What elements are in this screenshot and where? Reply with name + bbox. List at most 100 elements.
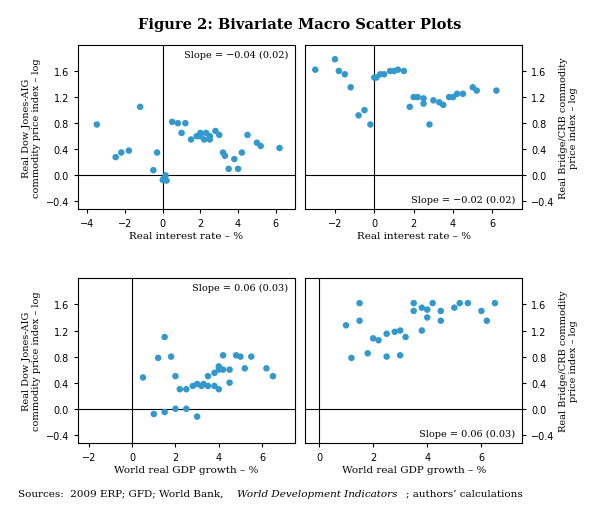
Point <box>181 120 190 128</box>
Point <box>201 130 211 138</box>
Point <box>448 94 458 102</box>
Point <box>218 366 228 374</box>
Point <box>196 133 205 141</box>
X-axis label: World real GDP growth – %: World real GDP growth – % <box>114 465 259 473</box>
Point <box>233 165 243 174</box>
Point <box>199 136 209 144</box>
Point <box>159 175 169 183</box>
Text: ; authors’ calculations: ; authors’ calculations <box>406 489 523 498</box>
Point <box>346 84 356 92</box>
Point <box>240 364 250 373</box>
Point <box>220 152 230 160</box>
Point <box>196 130 205 138</box>
Point <box>209 382 219 390</box>
Text: Slope = −0.04 (0.02): Slope = −0.04 (0.02) <box>184 51 288 60</box>
Y-axis label: Real Dow Jones-AIG
commodity price index – log: Real Dow Jones-AIG commodity price index… <box>22 58 41 197</box>
Point <box>376 71 385 79</box>
Point <box>232 352 241 360</box>
Point <box>214 362 224 371</box>
Point <box>225 379 235 387</box>
X-axis label: World real GDP growth – %: World real GDP growth – % <box>341 465 486 473</box>
Point <box>419 95 428 103</box>
Point <box>237 149 247 157</box>
Point <box>340 71 350 79</box>
Point <box>186 136 196 144</box>
Point <box>225 366 235 374</box>
Point <box>236 353 245 361</box>
Point <box>341 322 351 330</box>
Point <box>395 352 405 360</box>
Y-axis label: Real Bridge/CRB commodity
price index – log: Real Bridge/CRB commodity price index – … <box>559 57 578 199</box>
Point <box>275 145 284 153</box>
Point <box>211 128 220 136</box>
Point <box>181 385 191 393</box>
Point <box>422 306 432 314</box>
Point <box>199 380 208 388</box>
Point <box>149 167 158 175</box>
Point <box>193 380 202 388</box>
Point <box>371 74 381 82</box>
Y-axis label: Real Bridge/CRB commodity
price index – log: Real Bridge/CRB commodity price index – … <box>559 290 578 432</box>
Point <box>192 133 202 141</box>
Point <box>214 385 224 393</box>
Point <box>422 314 432 322</box>
Point <box>138 374 148 382</box>
Point <box>149 410 158 418</box>
Point <box>409 307 419 316</box>
Point <box>224 165 233 174</box>
Point <box>92 121 101 129</box>
Point <box>181 405 191 413</box>
Point <box>188 382 197 390</box>
Point <box>218 352 228 360</box>
Point <box>436 307 446 316</box>
Point <box>166 353 176 361</box>
Point <box>162 177 172 185</box>
Point <box>399 68 409 76</box>
Point <box>230 156 239 164</box>
Point <box>218 149 228 157</box>
Point <box>379 71 389 79</box>
Point <box>436 317 446 325</box>
Point <box>334 68 344 76</box>
Point <box>330 56 340 64</box>
Point <box>425 121 434 129</box>
X-axis label: Real interest rate – %: Real interest rate – % <box>356 232 471 241</box>
Text: Slope = −0.02 (0.02): Slope = −0.02 (0.02) <box>411 196 515 205</box>
Point <box>417 304 427 312</box>
Point <box>382 353 391 361</box>
Point <box>365 121 375 129</box>
Point <box>116 149 126 157</box>
Point <box>152 149 162 157</box>
Point <box>124 147 134 155</box>
Point <box>363 350 373 358</box>
Point <box>214 366 224 374</box>
Point <box>256 143 265 151</box>
Y-axis label: Real Dow Jones-AIG
commodity price index – log: Real Dow Jones-AIG commodity price index… <box>22 291 41 431</box>
Point <box>205 136 215 144</box>
Text: Slope = 0.06 (0.03): Slope = 0.06 (0.03) <box>192 284 288 293</box>
Point <box>393 67 403 75</box>
Point <box>409 94 419 102</box>
Point <box>401 333 410 342</box>
Point <box>354 112 364 120</box>
Point <box>197 382 206 390</box>
Point <box>111 154 121 162</box>
Point <box>482 317 491 325</box>
Point <box>417 327 427 335</box>
Point <box>347 354 356 362</box>
Point <box>205 133 215 141</box>
Point <box>370 74 379 82</box>
Point <box>419 100 428 108</box>
Point <box>160 408 169 416</box>
Point <box>476 307 486 316</box>
Point <box>203 382 213 390</box>
Point <box>355 317 364 325</box>
Point <box>439 102 448 110</box>
Text: World Development Indicators: World Development Indicators <box>237 489 398 498</box>
Point <box>177 130 187 138</box>
Point <box>468 84 478 92</box>
Point <box>252 139 262 148</box>
Point <box>428 299 437 307</box>
Point <box>385 68 395 76</box>
Point <box>268 373 278 381</box>
